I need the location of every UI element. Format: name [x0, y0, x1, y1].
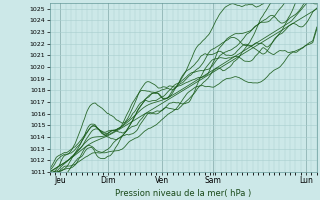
X-axis label: Pression niveau de la mer( hPa ): Pression niveau de la mer( hPa ) — [115, 189, 251, 198]
